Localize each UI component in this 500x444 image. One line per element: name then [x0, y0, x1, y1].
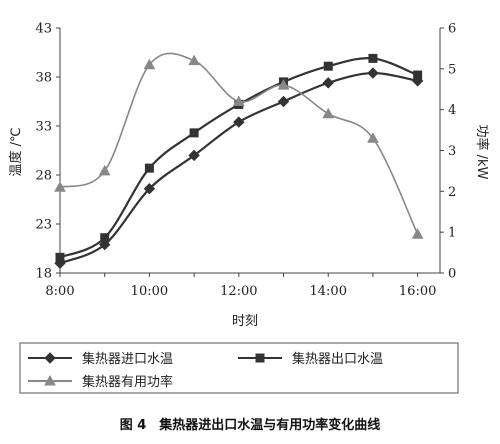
data-point-square [144, 163, 154, 173]
y-left-tick-label: 38 [35, 71, 52, 86]
data-point-triangle [54, 181, 66, 192]
y-left-tick-label: 28 [35, 169, 52, 184]
y-right-tick-label: 5 [448, 62, 456, 77]
x-axis-title: 时刻 [232, 314, 258, 329]
y-left-tick-label: 18 [35, 267, 52, 282]
legend-item: 集热器有用功率 [28, 374, 173, 390]
legend-label: 集热器出口水温 [292, 351, 383, 367]
data-point-diamond [233, 116, 245, 128]
y-left-tick-label: 33 [35, 120, 52, 135]
data-point-diamond [143, 183, 156, 195]
legend-label: 集热器有用功率 [82, 374, 173, 390]
data-point-diamond [322, 77, 334, 89]
data-point-diamond [277, 95, 290, 108]
data-point-square [368, 53, 378, 63]
y-axis-right-title: 功率 /kW [474, 125, 490, 180]
y-right-tick-label: 3 [448, 144, 456, 159]
x-tick-label: 14:00 [310, 284, 347, 299]
figure-caption: 图 4 集热器进出口水温与有用功率变化曲线 [119, 418, 381, 433]
data-point-square [255, 353, 265, 363]
y-right-tick-label: 0 [448, 267, 456, 282]
data-point-triangle [188, 54, 200, 66]
y-right-tick-label: 6 [448, 22, 456, 37]
data-point-square [189, 128, 199, 138]
series-line [59, 57, 419, 259]
y-right-tick-label: 1 [448, 226, 456, 241]
data-point-triangle [143, 58, 156, 70]
data-point-square [100, 233, 110, 243]
x-tick-label: 10:00 [131, 284, 168, 299]
data-point-triangle [411, 228, 424, 239]
y-right-tick-label: 2 [448, 185, 456, 200]
axes [56, 27, 444, 277]
y-right-tick-label: 4 [448, 103, 456, 118]
y-axis-left-title: 温度 /℃ [8, 127, 24, 176]
data-point-triangle [322, 107, 335, 119]
data-point-square [323, 61, 333, 71]
data-point-diamond [367, 67, 379, 79]
data-point-square [413, 70, 423, 80]
legend-label: 集热器进口水温 [82, 351, 173, 367]
data-point-diamond [44, 352, 56, 364]
series-triangle [54, 52, 424, 239]
series-layer [54, 52, 424, 269]
data-point-triangle [232, 95, 245, 106]
data-point-triangle [277, 79, 290, 90]
y-left-tick-label: 43 [35, 22, 52, 37]
y-left-tick-label: 23 [35, 218, 52, 233]
x-tick-label: 16:00 [399, 284, 436, 299]
x-tick-label: 12:00 [220, 284, 257, 299]
series-diamond [54, 67, 424, 269]
series-line [59, 52, 419, 235]
data-point-diamond [188, 149, 200, 162]
data-point-triangle [44, 374, 56, 386]
data-point-triangle [98, 164, 111, 176]
legend-item: 集热器进口水温 [28, 351, 173, 367]
legend-box [19, 342, 459, 394]
x-tick-label: 8:00 [45, 284, 74, 299]
data-point-triangle [367, 132, 379, 143]
data-point-square [55, 252, 65, 262]
legend-item: 集热器出口水温 [238, 351, 383, 367]
